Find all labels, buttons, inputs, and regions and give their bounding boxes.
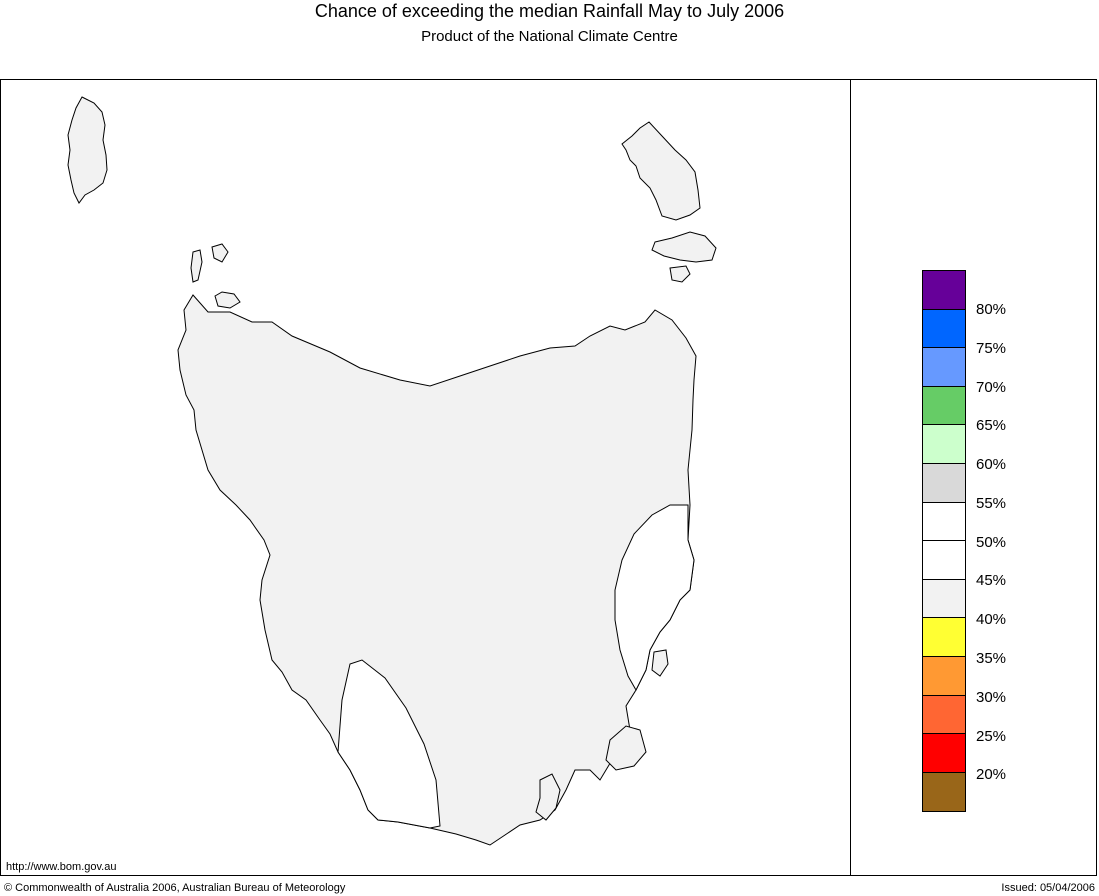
legend-colorbar: [922, 270, 966, 813]
legend-swatch: [923, 386, 965, 426]
legend-label: 35%: [976, 650, 1007, 667]
map-title: Chance of exceeding the median Rainfall …: [314, 1, 785, 21]
legend-label: 20%: [976, 766, 1007, 783]
legend-swatch: [923, 618, 965, 657]
mainland-tasmania: [177, 294, 697, 846]
legend-divider: [850, 79, 851, 876]
legend-label: 75%: [976, 340, 1007, 357]
copyright-notice: © Commonwealth of Australia 2006, Austra…: [4, 882, 346, 894]
issued-date: Issued: 05/04/2006: [1001, 882, 1095, 894]
legend-label: 40%: [976, 611, 1007, 628]
king-island: [67, 96, 108, 204]
three-hummock-island: [211, 243, 229, 263]
legend-label: 65%: [976, 417, 1007, 434]
source-url: http://www.bom.gov.au: [6, 861, 117, 873]
legend-swatch: [923, 425, 965, 464]
map-frame: [0, 79, 1097, 876]
clarke-island: [669, 265, 691, 283]
legend-swatch: [923, 656, 965, 696]
legend-swatch: [923, 541, 965, 580]
legend-swatch: [923, 772, 965, 812]
legend-swatch: [923, 348, 965, 387]
tasman-peninsula: [605, 725, 647, 771]
legend-swatch: [923, 463, 965, 503]
legend-label: 50%: [976, 534, 1007, 551]
legend-swatch: [923, 579, 965, 619]
bruny-island: [535, 773, 561, 821]
legend-label: 70%: [976, 379, 1007, 396]
legend-swatch: [923, 271, 965, 310]
legend-label: 25%: [976, 728, 1007, 745]
legend-swatch: [923, 695, 965, 735]
legend-label: 80%: [976, 301, 1007, 318]
flinders-island: [621, 121, 701, 221]
legend-swatch: [923, 309, 965, 349]
legend-swatch: [923, 734, 965, 773]
maria-island: [651, 649, 669, 677]
legend-swatch: [923, 502, 965, 542]
cape-barren-island: [651, 231, 717, 263]
map-subtitle: Product of the National Climate Centre: [421, 28, 678, 45]
hunter-island: [214, 291, 241, 309]
robbins-island: [190, 249, 203, 283]
legend-label: 55%: [976, 495, 1007, 512]
zone-east-coast: [614, 504, 695, 692]
zone-south-west: [337, 659, 441, 829]
legend-label: 30%: [976, 689, 1007, 706]
legend-label: 60%: [976, 456, 1007, 473]
legend-label: 45%: [976, 572, 1007, 589]
